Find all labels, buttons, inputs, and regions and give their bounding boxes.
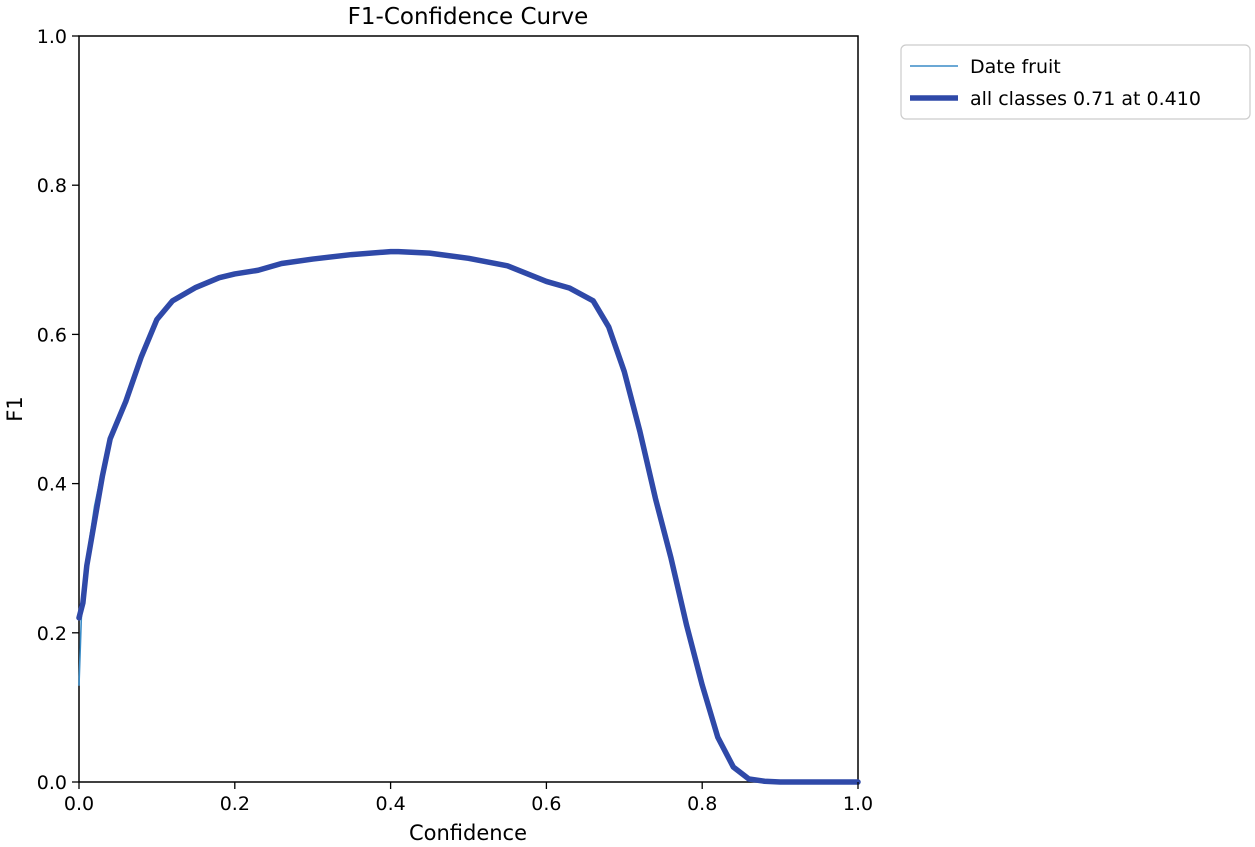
x-tick-label: 0.4: [375, 793, 405, 815]
chart-title: F1-Confidence Curve: [348, 4, 589, 30]
x-tick-label: 0.8: [687, 793, 717, 815]
x-axis-ticks: 0.0 0.2 0.4 0.6 0.8 1.0: [64, 782, 873, 815]
plot-area: [76, 35, 861, 785]
y-tick-label: 0.0: [37, 772, 67, 794]
legend-box: [900, 44, 1251, 120]
legend-label-all-classes: all classes 0.71 at 0.410: [970, 88, 1201, 110]
y-tick-label: 0.4: [37, 474, 67, 496]
y-tick-label: 0.2: [37, 623, 67, 645]
y-tick-label: 1.0: [37, 26, 67, 48]
axes-frame: [78, 35, 859, 783]
y-tick-label: 0.8: [37, 175, 67, 197]
y-tick-label: 0.6: [37, 324, 67, 346]
y-axis-label: F1: [3, 396, 27, 421]
series-line-all-classes: [76, 248, 861, 785]
x-tick-label: 0.0: [64, 793, 94, 815]
x-tick-label: 0.2: [220, 793, 250, 815]
x-axis-label: Confidence: [409, 821, 527, 845]
series-layer: [76, 248, 861, 785]
x-tick-label: 1.0: [843, 793, 873, 815]
y-axis-ticks: 0.0 0.2 0.4 0.6 0.8 1.0: [37, 26, 79, 794]
legend: Date fruit all classes 0.71 at 0.410: [900, 44, 1251, 120]
x-tick-label: 0.6: [531, 793, 561, 815]
legend-label-date-fruit: Date fruit: [970, 56, 1061, 78]
